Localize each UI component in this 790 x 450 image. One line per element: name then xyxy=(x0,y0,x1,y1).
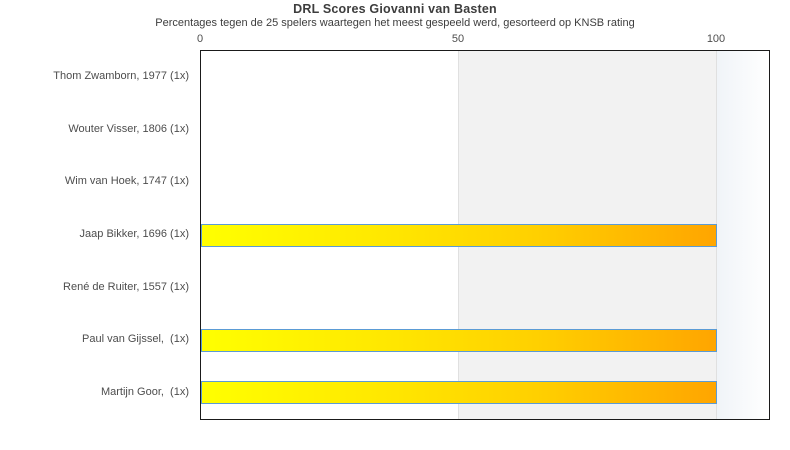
y-axis-label: Jaap Bikker, 1696 (1x) xyxy=(79,227,189,240)
chart-title: DRL Scores Giovanni van Basten xyxy=(293,2,497,16)
bar xyxy=(201,223,717,247)
x-axis-tick-label: 0 xyxy=(196,33,204,45)
bars-layer xyxy=(201,51,769,419)
y-axis-label: Wouter Visser, 1806 (1x) xyxy=(68,122,189,135)
y-axis-label: Paul van Gijssel, (1x) xyxy=(82,333,189,346)
plot-area xyxy=(200,50,770,420)
x-axis-tick-label: 100 xyxy=(706,33,726,45)
bar xyxy=(201,328,717,352)
y-axis-label: Martijn Goor, (1x) xyxy=(100,385,189,398)
chart-subtitle: Percentages tegen de 25 spelers waartege… xyxy=(155,17,635,29)
x-axis-tick-label: 50 xyxy=(451,33,465,45)
y-axis-label: René de Ruiter, 1557 (1x) xyxy=(63,280,189,293)
y-axis-label: Thom Zwamborn, 1977 (1x) xyxy=(53,70,189,83)
x-axis: 0 50 100 xyxy=(0,33,790,47)
background-band-beyond-100 xyxy=(717,51,769,419)
y-axis-label: Wim van Hoek, 1747 (1x) xyxy=(64,175,189,188)
y-axis: Thom Zwamborn, 1977 (1x) Wouter Visser, 1… xyxy=(0,50,189,418)
bar xyxy=(201,381,717,405)
